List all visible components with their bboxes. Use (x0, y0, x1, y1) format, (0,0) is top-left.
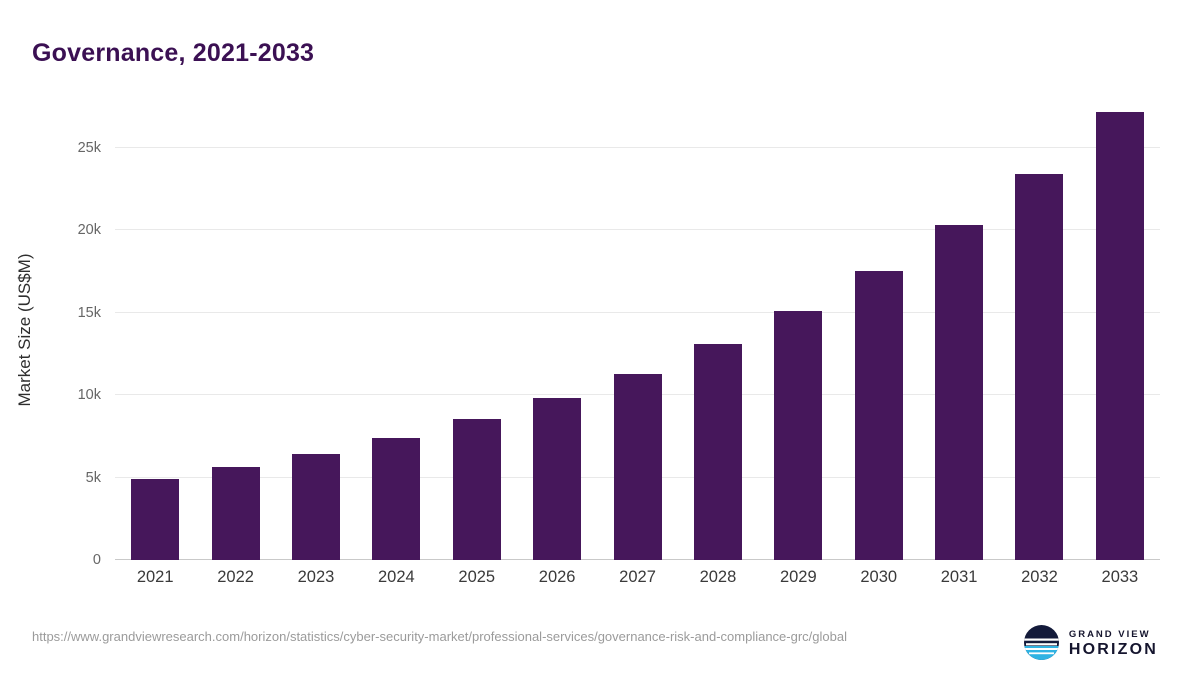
bar-slot (437, 100, 517, 560)
bar-2026 (533, 398, 582, 560)
bar-2030 (854, 271, 903, 560)
x-tick-label-2022: 2022 (217, 568, 254, 586)
x-tick-label-2024: 2024 (378, 568, 415, 586)
x-tick-label-2025: 2025 (458, 568, 496, 586)
bar-2032 (1015, 174, 1064, 560)
bar-2031 (935, 225, 984, 560)
bar-2025 (452, 419, 501, 560)
brand-text: GRAND VIEW HORIZON (1068, 629, 1158, 659)
bar-2022 (211, 466, 260, 560)
brand-line-grand-view: GRAND VIEW (1068, 629, 1151, 641)
x-tick-label-2032: 2032 (1021, 568, 1058, 586)
bar-slot (115, 100, 195, 560)
x-tick-label-2031: 2031 (940, 568, 978, 586)
x-tick-label-2026: 2026 (538, 568, 576, 586)
chart-title: Governance, 2021-2033 (32, 38, 315, 67)
bar-slot (678, 100, 758, 560)
x-tick-label-2027: 2027 (619, 568, 656, 586)
y-tick-label: 5k (85, 469, 101, 486)
x-tick-label-2028: 2028 (699, 568, 737, 586)
gridline (115, 146, 1160, 148)
source-url: https://www.grandviewresearch.com/horizo… (32, 629, 847, 644)
y-tick-label: 0 (92, 552, 101, 568)
bar-slot (919, 100, 999, 560)
bar-series (115, 100, 1160, 560)
x-tick-label-2021: 2021 (136, 568, 174, 586)
y-tick-label: 10k (77, 387, 101, 404)
bar-2021 (131, 479, 180, 560)
bar-slot (195, 100, 275, 560)
y-axis-ticks: 0 5k 10k 15k 20k 25k (35, 100, 101, 568)
bar-2033 (1095, 111, 1144, 560)
y-axis-label: Market Size (US$M) (15, 253, 34, 407)
bar-slot (1080, 100, 1160, 560)
x-axis-ticks: 2021 2022 2023 2024 2025 2026 2027 2028 2029 2030… (115, 568, 1160, 587)
bar-slot (999, 100, 1079, 560)
bar-slot (517, 100, 597, 560)
bar-slot (276, 100, 356, 560)
y-tick-label: 25k (77, 139, 101, 156)
x-tick-label-2030: 2030 (860, 568, 898, 586)
bar-slot (758, 100, 838, 560)
bar-2024 (372, 438, 421, 560)
horizon-globe-icon (1023, 624, 1060, 666)
gridline (115, 311, 1160, 313)
brand-logo: GRAND VIEW HORIZON (1023, 624, 1158, 666)
x-tick-label-2029: 2029 (779, 568, 817, 586)
y-tick-label: 20k (77, 222, 101, 239)
bar-2023 (291, 453, 340, 560)
brand-line-horizon: HORIZON (1068, 641, 1158, 659)
y-tick-label: 15k (77, 304, 101, 321)
bar-slot (356, 100, 436, 560)
bar-chart-plot-area: 0 5k 10k 15k 20k 25k (78, 100, 1160, 568)
gridline (115, 229, 1160, 231)
bar-2027 (613, 373, 662, 560)
bar-slot (597, 100, 677, 560)
x-tick-label-2033: 2033 (1101, 568, 1139, 586)
x-tick-label-2023: 2023 (297, 568, 335, 586)
bar-2028 (693, 344, 742, 560)
bar-slot (839, 100, 919, 560)
bar-2029 (774, 311, 823, 560)
